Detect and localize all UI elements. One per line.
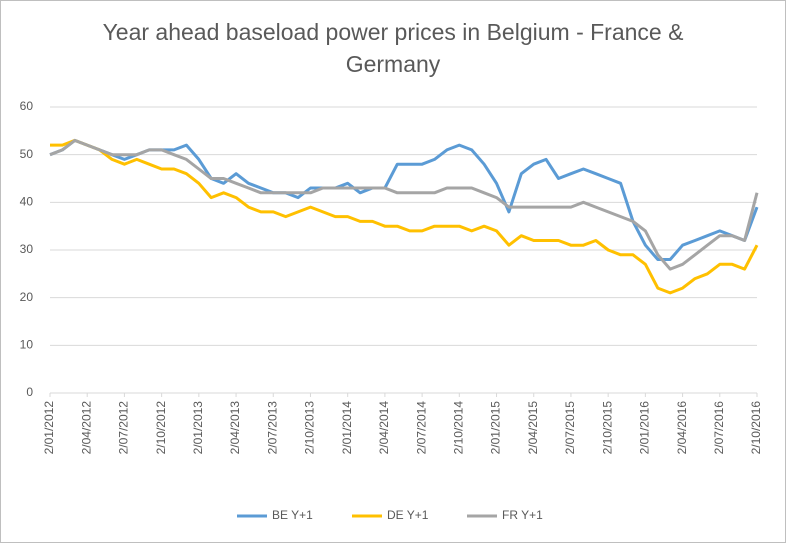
legend-label: DE Y+1 <box>387 508 429 522</box>
x-tick-label: 2/07/2014 <box>414 401 428 455</box>
y-tick-label: 60 <box>20 99 34 113</box>
x-tick-label: 2/07/2015 <box>563 401 577 455</box>
series-line <box>50 138 759 295</box>
y-tick-label: 0 <box>26 385 33 399</box>
legend-label: FR Y+1 <box>502 508 543 522</box>
y-tick-label: 10 <box>20 338 34 352</box>
x-tick-label: 2/07/2013 <box>265 401 279 455</box>
y-tick-label: 30 <box>20 242 34 256</box>
series-line <box>49 138 759 271</box>
y-tick-label: 20 <box>20 290 34 304</box>
x-tick-label: 2/04/2014 <box>377 401 391 455</box>
x-tick-label: 2/04/2015 <box>526 401 540 455</box>
x-tick-label: 2/10/2015 <box>600 401 614 455</box>
x-tick-label: 2/07/2016 <box>712 401 726 455</box>
legend-label: BE Y+1 <box>272 508 313 522</box>
x-tick-label: 2/01/2016 <box>638 401 652 455</box>
series-line <box>49 138 759 261</box>
x-tick-label: 2/01/2015 <box>489 401 503 455</box>
y-tick-label: 40 <box>20 195 34 209</box>
x-tick-label: 2/10/2014 <box>451 401 465 455</box>
x-tick-label: 2/10/2016 <box>749 401 763 455</box>
x-tick-label: 2/10/2012 <box>154 401 168 455</box>
x-tick-label: 2/10/2013 <box>303 401 317 455</box>
y-tick-label: 50 <box>20 147 34 161</box>
x-tick-label: 2/04/2013 <box>228 401 242 455</box>
x-tick-label: 2/04/2016 <box>675 401 689 455</box>
x-tick-label: 2/07/2012 <box>117 401 131 455</box>
x-tick-label: 2/01/2012 <box>42 401 56 455</box>
x-tick-label: 2/04/2012 <box>79 401 93 455</box>
x-tick-label: 2/01/2014 <box>340 401 354 455</box>
x-tick-label: 2/01/2013 <box>191 401 205 455</box>
chart-title: Year ahead baseload power prices in Belg… <box>102 19 684 77</box>
